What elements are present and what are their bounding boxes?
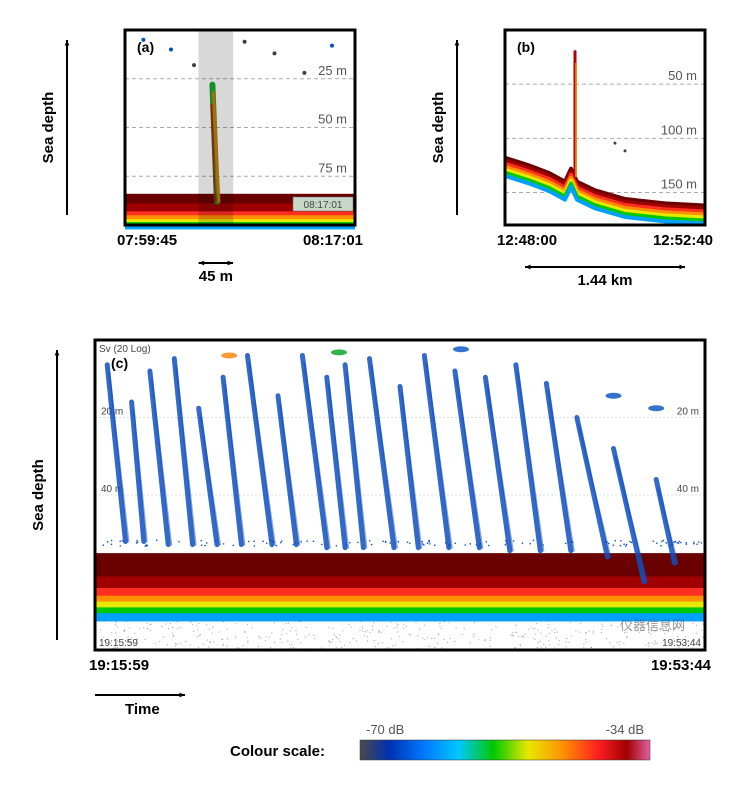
colour-scale-label: Colour scale:: [230, 743, 325, 760]
panel-a-depth-label: Sea depth: [40, 92, 57, 164]
svg-text:25 m: 25 m: [318, 63, 347, 78]
svg-text:19:53:44: 19:53:44: [662, 638, 701, 649]
panel-a-time-start: 07:59:45: [117, 232, 177, 249]
svg-text:150 m: 150 m: [661, 177, 697, 192]
panel-c-time-end: 19:53:44: [651, 657, 712, 674]
figure-svg: Sea depth 25 m 50 m 75 m 08:17:01 (a) 07:59:45…: [0, 0, 748, 792]
panel-c-depth-label: Sea depth: [30, 459, 47, 531]
panel-b-time-end: 12:52:40: [653, 232, 713, 249]
panel-c-label: (c): [111, 355, 128, 371]
panel-b-depth-label: Sea depth: [430, 92, 447, 164]
panel-c-sv-label: Sv (20 Log): [99, 344, 151, 355]
svg-text:75 m: 75 m: [318, 160, 347, 175]
panel-a-time-end: 08:17:01: [303, 232, 363, 249]
svg-text:40 m: 40 m: [677, 484, 699, 495]
panel-a-highlight: [199, 30, 234, 225]
svg-text:100 m: 100 m: [661, 122, 697, 137]
panel-a-label: (a): [137, 39, 154, 55]
time-axis-label: Time: [125, 701, 160, 718]
panel-b: Sea depth 50 m 100 m 150 m (b) 12:48:00 12:52:…: [430, 30, 713, 289]
panel-a-highlight-width: 45 m: [199, 268, 233, 285]
colour-scale-max: -34 dB: [606, 722, 644, 737]
panel-b-time-start: 12:48:00: [497, 232, 557, 249]
svg-text:50 m: 50 m: [318, 112, 347, 127]
panel-a: Sea depth 25 m 50 m 75 m 08:17:01 (a) 07:59:45…: [40, 30, 363, 285]
colour-scale: Colour scale: -70 dB -34 dB: [230, 722, 650, 760]
svg-text:20 m: 20 m: [677, 407, 699, 418]
svg-text:19:15:59: 19:15:59: [99, 638, 138, 649]
panel-c-time-start: 19:15:59: [89, 657, 149, 674]
panel-b-label: (b): [517, 39, 535, 55]
panel-b-scalebar: 1.44 km: [577, 272, 632, 289]
colour-scale-min: -70 dB: [366, 722, 404, 737]
panel-a-overlay-time: 08:17:01: [304, 200, 343, 211]
panel-c-watermark: 仪器信息网: [620, 618, 685, 633]
panel-c: Sea depth20 m20 m40 m40 m60 m60 mSv (20 …: [30, 340, 712, 718]
svg-text:50 m: 50 m: [668, 68, 697, 83]
